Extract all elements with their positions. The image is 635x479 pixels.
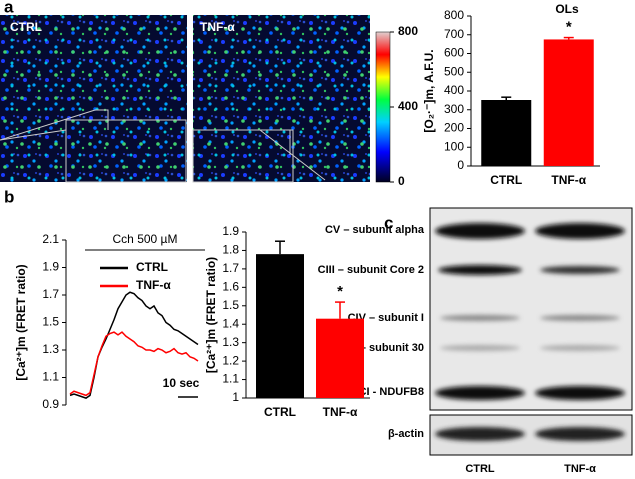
y-tick-label: 1.5 <box>222 298 239 312</box>
y-tick-label: 1.7 <box>42 287 59 301</box>
scale-bar-label: 10 sec <box>163 376 200 390</box>
colorbar-tick-label: 800 <box>398 24 418 38</box>
band-label: CV – subunit alpha <box>325 224 425 236</box>
band-label: CI - NDUFB8 <box>359 386 424 398</box>
y-tick-label: 700 <box>444 27 464 41</box>
y-tick-label: 600 <box>444 46 464 60</box>
legend-label: CTRL <box>136 260 168 274</box>
y-axis-label: [Ca²⁺]m (FRET ratio) <box>14 264 28 380</box>
y-tick-label: 1.1 <box>42 370 59 384</box>
image-tnf <box>192 15 370 183</box>
y-tick-label: 1.8 <box>222 243 239 257</box>
y-tick-label: 2.1 <box>42 232 59 246</box>
y-tick-label: 1 <box>232 390 239 404</box>
loading-label: β-actin <box>388 428 424 440</box>
y-tick-label: 1.3 <box>42 342 59 356</box>
colorbar <box>375 31 391 183</box>
y-tick-label: 300 <box>444 102 464 116</box>
y-tick-label: 200 <box>444 121 464 135</box>
x-tick-label: TNF-α <box>551 173 586 187</box>
bar <box>316 318 364 398</box>
y-tick-label: 500 <box>444 64 464 78</box>
significance: * <box>566 19 572 36</box>
y-tick-label: 400 <box>444 83 464 97</box>
y-tick-label: 0 <box>457 158 464 172</box>
y-tick-label: 1.2 <box>222 353 239 367</box>
y-tick-label: 800 <box>444 8 464 22</box>
line-series <box>69 331 199 397</box>
panel-label: a <box>4 0 14 16</box>
y-tick-label: 1.1 <box>222 372 239 386</box>
y-axis-label: [Ca²⁺]m (FRET ratio) <box>204 257 218 373</box>
band-label: CIV – subunit I <box>348 312 424 324</box>
y-tick-label: 1.9 <box>42 260 59 274</box>
colorbar-tick-label: 400 <box>398 99 418 113</box>
stimulus-label: Cch 500 µM <box>113 232 178 246</box>
y-tick-label: 1.3 <box>222 335 239 349</box>
y-tick-label: 1.5 <box>42 315 59 329</box>
lane-label: CTRL <box>465 463 495 475</box>
y-tick-label: 100 <box>444 139 464 153</box>
blot <box>429 207 633 456</box>
colorbar-tick-label: 0 <box>398 174 405 188</box>
band-label: CIII – subunit Core 2 <box>318 264 424 276</box>
legend-label: TNF-α <box>136 278 171 292</box>
chart-title: OLs <box>555 2 579 16</box>
y-tick-label: 1.9 <box>222 224 239 238</box>
significance: * <box>337 283 343 300</box>
bar <box>256 254 304 398</box>
y-tick-label: 1.6 <box>222 280 239 294</box>
x-tick-label: CTRL <box>264 405 296 419</box>
y-axis-label: [O₂·⁻]m, A.F.U. <box>422 49 436 132</box>
bar <box>543 39 594 166</box>
y-tick-label: 1.4 <box>222 316 239 330</box>
y-tick-label: 0.9 <box>42 397 59 411</box>
panel-label: b <box>4 187 14 206</box>
lane-label: TNF-α <box>564 463 596 475</box>
x-tick-label: TNF-α <box>323 405 358 419</box>
panel-label: c <box>384 213 393 232</box>
image-ctrl <box>0 15 187 183</box>
bar <box>481 100 532 166</box>
y-tick-label: 1.7 <box>222 261 239 275</box>
image-label: TNF-α <box>200 20 235 34</box>
image-label: CTRL <box>10 20 42 34</box>
x-tick-label: CTRL <box>490 173 522 187</box>
